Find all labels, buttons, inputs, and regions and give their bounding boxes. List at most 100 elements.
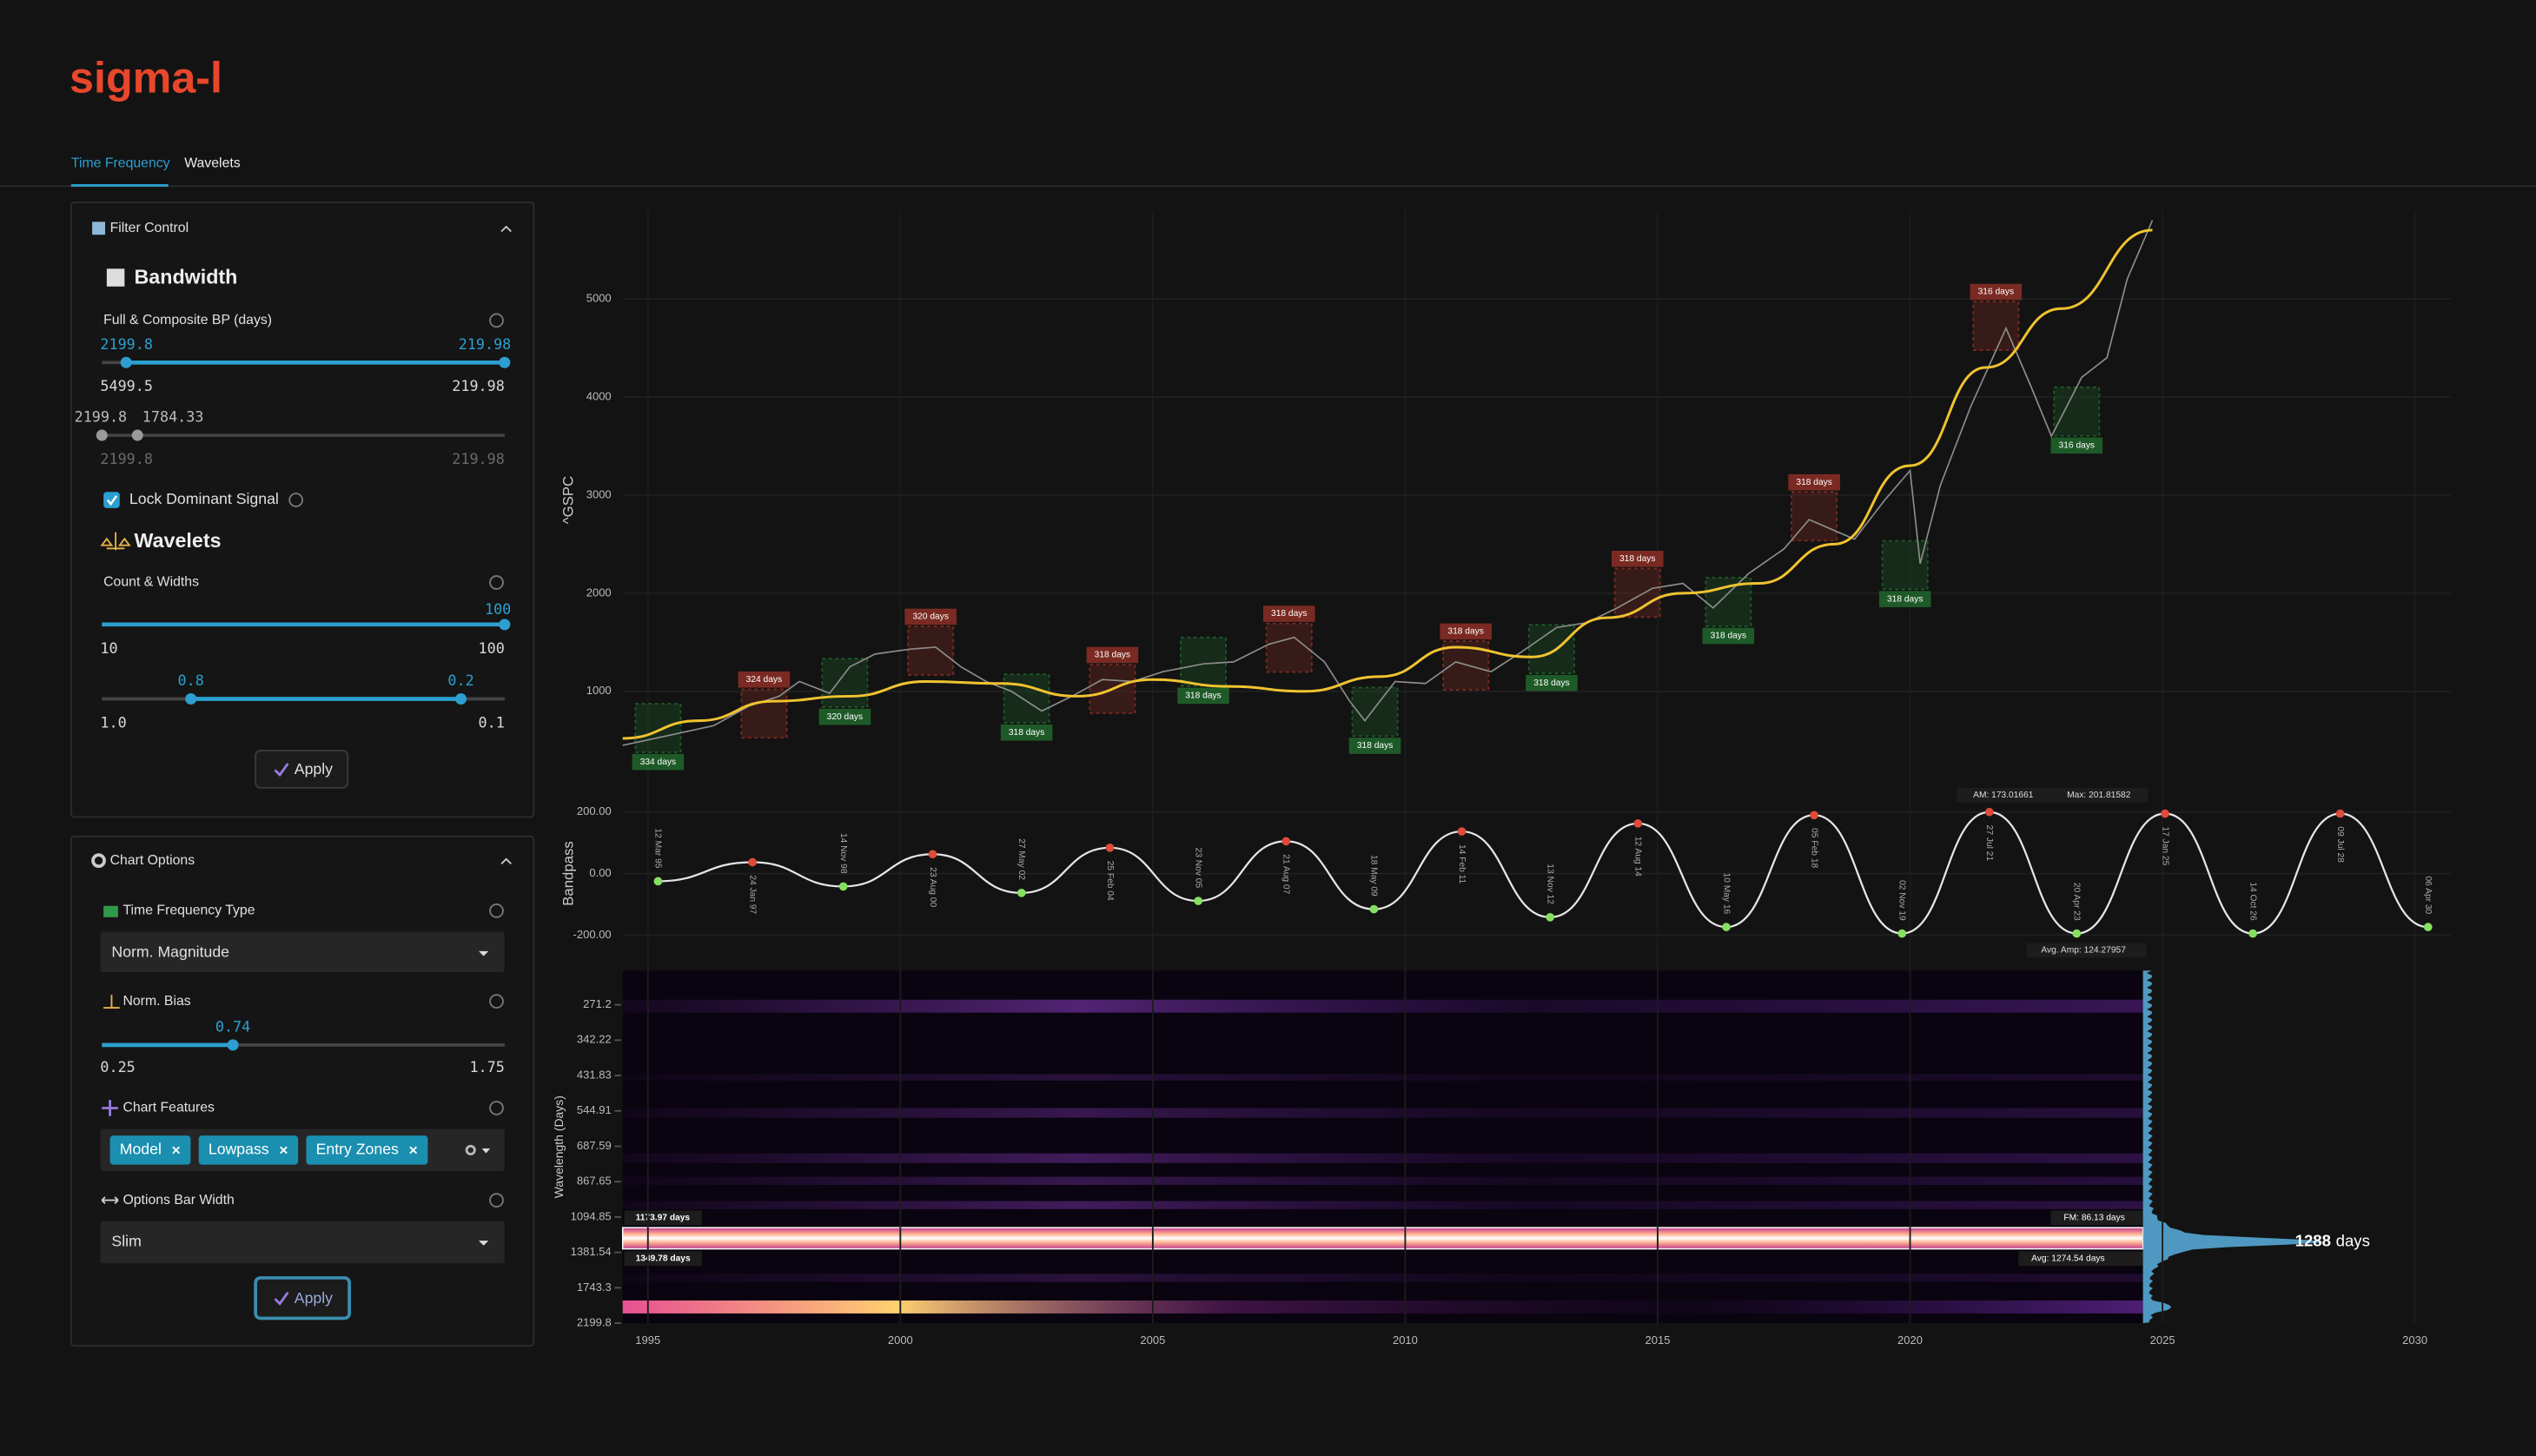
- slider-handle[interactable]: [96, 429, 108, 441]
- zone-label-box: [1702, 627, 1755, 645]
- trough-marker: [2072, 929, 2082, 938]
- y-axis-title: Bandpass: [560, 841, 577, 906]
- select-value[interactable]: Norm. Magnitude: [111, 943, 229, 960]
- band-label: 1349.78 days: [636, 1254, 691, 1263]
- chip-remove[interactable]: [409, 1146, 418, 1155]
- y-tick-label: 5000: [586, 291, 612, 304]
- annotation-box: [2026, 943, 2147, 958]
- panel-title[interactable]: Filter Control: [110, 221, 189, 235]
- apply-button[interactable]: [254, 1276, 351, 1320]
- date-label: 21 Aug 07: [1281, 854, 1291, 894]
- annotation: Avg. Amp: 124.27957: [2041, 946, 2126, 956]
- trough-marker: [1369, 904, 1379, 914]
- x-tick-label: 2020: [1897, 1334, 1923, 1347]
- slider-bound: 5499.5: [100, 377, 153, 394]
- zone-label: 318 days: [1796, 478, 1831, 487]
- tab[interactable]: Time Frequency: [71, 156, 170, 170]
- help-icon[interactable]: [489, 994, 504, 1009]
- chip-remove[interactable]: [280, 1146, 288, 1155]
- check-icon: [274, 763, 289, 778]
- icon: [100, 532, 131, 551]
- apply-button[interactable]: [255, 750, 349, 789]
- y-axis-title: Wavelength (Days): [552, 1095, 566, 1198]
- select-arrow: [479, 1241, 489, 1246]
- y-tick-label: 200.00: [577, 804, 612, 817]
- zone-label-box: [1177, 687, 1229, 705]
- entry-zone: [634, 703, 682, 753]
- help-icon[interactable]: [489, 1193, 504, 1208]
- trough-marker: [1194, 897, 1203, 905]
- peak-marker: [1457, 827, 1467, 836]
- annotation: Max: 201.81582: [2067, 791, 2131, 800]
- section-title: Wavelets: [135, 529, 222, 552]
- zone-label: 318 days: [1095, 651, 1130, 660]
- slider-bound: 2199.8: [100, 450, 153, 467]
- field-label: Count & Widths: [103, 575, 199, 590]
- chip-label: Lowpass: [209, 1141, 269, 1158]
- select-value[interactable]: Slim: [111, 1233, 141, 1250]
- date-label: 05 Feb 18: [1809, 828, 1818, 868]
- slider-handle[interactable]: [185, 692, 197, 705]
- zone-label-box: [1440, 623, 1492, 640]
- slider-handle[interactable]: [455, 692, 467, 705]
- checkbox[interactable]: [103, 492, 120, 508]
- entry-zone: [2053, 386, 2101, 437]
- zone-label: 324 days: [746, 675, 782, 685]
- annotation-box: [1957, 787, 2149, 803]
- button-label[interactable]: Apply: [295, 760, 333, 778]
- entry-zone: [1881, 539, 1929, 591]
- chip[interactable]: [109, 1135, 191, 1165]
- slider-handle[interactable]: [131, 429, 143, 441]
- check-icon: [274, 1291, 289, 1306]
- chip-label: Entry Zones: [316, 1141, 399, 1158]
- price-line: [622, 220, 2154, 746]
- chip-remove[interactable]: [172, 1146, 181, 1155]
- slider-handle[interactable]: [499, 356, 511, 368]
- y-axis-title: ^GSPC: [560, 476, 577, 524]
- chip[interactable]: [306, 1135, 428, 1165]
- button-label[interactable]: Apply: [295, 1289, 333, 1307]
- trough-marker: [2248, 929, 2257, 938]
- slider-bound: 100: [479, 639, 505, 657]
- entry-zone: [1527, 624, 1575, 674]
- help-icon[interactable]: [489, 313, 504, 328]
- trough-marker: [653, 877, 663, 886]
- tab[interactable]: Wavelets: [184, 156, 241, 170]
- panel: [70, 202, 535, 818]
- date-label: 27 May 02: [1016, 838, 1026, 880]
- entry-zone: [1791, 491, 1838, 542]
- date-label: 14 Feb 11: [1457, 844, 1467, 884]
- peak-marker: [2161, 809, 2169, 818]
- zone-label: 334 days: [640, 758, 676, 767]
- chevron[interactable]: [500, 857, 512, 865]
- dominant-value: 1288: [2295, 1231, 2331, 1249]
- y-tick-label: 1381.54: [571, 1245, 612, 1258]
- chip-label: Model: [120, 1141, 162, 1158]
- chip[interactable]: [198, 1135, 299, 1165]
- charts: 1173.97 days 1349.78 days FM: 86.13 days Av…: [552, 210, 2451, 1347]
- clear-icon[interactable]: [465, 1144, 476, 1155]
- field-label: Full & Composite BP (days): [103, 313, 272, 328]
- slider-handle[interactable]: [499, 619, 511, 631]
- help-icon[interactable]: [489, 575, 504, 590]
- checkbox-label[interactable]: Lock Dominant Signal: [129, 490, 279, 507]
- zone-label-box: [2050, 437, 2103, 454]
- peak-marker: [928, 850, 937, 859]
- slider-bound: 1.75: [469, 1058, 504, 1075]
- select[interactable]: [100, 1221, 505, 1264]
- help-icon[interactable]: [288, 493, 304, 507]
- slider-value: 219.98: [459, 335, 512, 353]
- heatmap-band: [622, 1201, 2143, 1209]
- y-tick-label: 544.91: [577, 1103, 612, 1116]
- slider-handle[interactable]: [120, 356, 132, 368]
- panel-title[interactable]: Chart Options: [110, 853, 195, 868]
- field-label: Chart Features: [122, 1101, 215, 1115]
- help-icon[interactable]: [489, 1101, 504, 1115]
- help-icon[interactable]: [489, 903, 504, 918]
- slider-handle[interactable]: [227, 1039, 239, 1051]
- annotation: Avg: 1274.54 days: [2031, 1254, 2104, 1263]
- field-label: Time Frequency Type: [122, 903, 255, 918]
- slider-value: 2199.8: [75, 408, 128, 426]
- chevron[interactable]: [500, 225, 512, 233]
- select[interactable]: [100, 931, 505, 973]
